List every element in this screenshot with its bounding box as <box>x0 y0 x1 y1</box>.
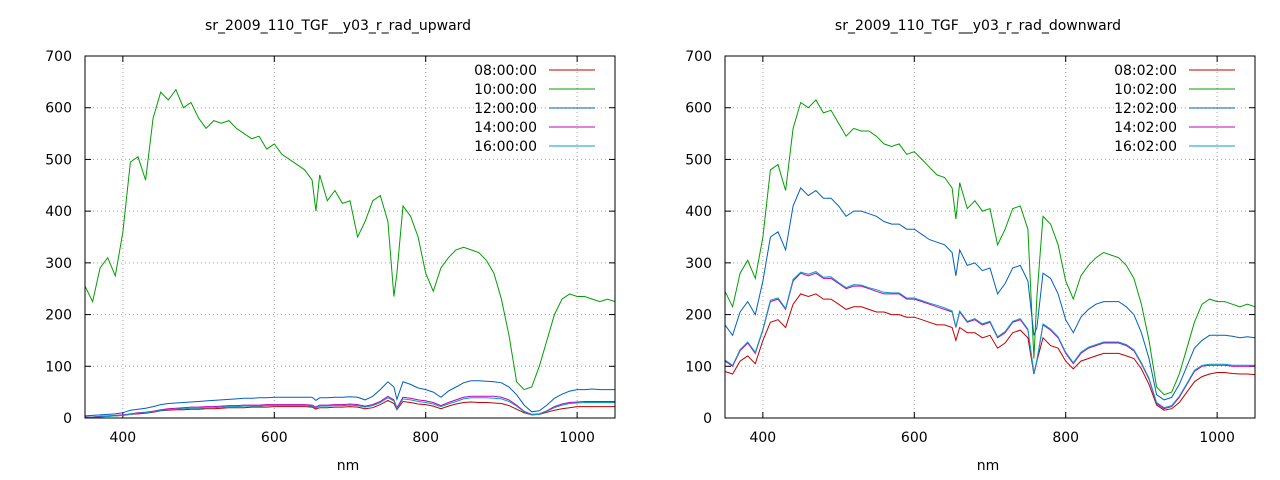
chart-downward: 0 100 200 300 400 500 600 700 400 600 800 1000 08:02… <box>685 18 1256 474</box>
y-tick-label: 600 <box>45 101 72 117</box>
series-line-16:00:00 <box>84 397 615 418</box>
y-tick-label: 100 <box>685 359 712 375</box>
y-tick-label: 700 <box>685 49 712 65</box>
x-tick-label: 1000 <box>559 430 595 446</box>
x-tick-label: 400 <box>749 430 776 446</box>
legend-label: 10:00:00 <box>474 82 537 98</box>
x-tick-label: 600 <box>901 430 928 446</box>
series-line-10:02:00 <box>724 99 1256 396</box>
series-line-12:00:00 <box>84 380 615 417</box>
legend-label: 08:02:00 <box>1114 63 1177 79</box>
legend-label: 16:00:00 <box>474 139 537 155</box>
x-axis-label: nm <box>337 458 360 474</box>
y-tick-label: 700 <box>45 49 72 65</box>
x-tick-label: 1000 <box>1199 430 1235 446</box>
plot-frame <box>84 55 616 419</box>
legend-label: 12:00:00 <box>474 101 537 117</box>
series-line-12:02:00 <box>724 187 1256 401</box>
y-tick-label: 600 <box>685 101 712 117</box>
y-tick-label: 400 <box>685 204 712 220</box>
y-tick-label: 400 <box>45 204 72 220</box>
y-tick-label: 100 <box>45 359 72 375</box>
legend-label: 08:00:00 <box>474 63 537 79</box>
x-tick-label: 800 <box>412 430 439 446</box>
plot-frame <box>724 55 1256 419</box>
y-tick-label: 300 <box>45 256 72 272</box>
series-line-08:02:00 <box>724 293 1256 411</box>
x-tick-label: 400 <box>109 430 136 446</box>
y-tick-label: 300 <box>685 256 712 272</box>
y-tick-label: 500 <box>45 152 72 168</box>
x-axis-label: nm <box>977 458 1000 474</box>
legend-label: 14:02:00 <box>1114 120 1177 136</box>
legend-label: 14:00:00 <box>474 120 537 136</box>
legend-label: 12:02:00 <box>1114 101 1177 117</box>
x-tick-label: 600 <box>261 430 288 446</box>
chart-title: sr_2009_110_TGF__y03_r_rad_downward <box>835 18 1121 34</box>
chart-upward: 0 100 200 300 400 500 600 700 400 600 800 1000 08:00… <box>45 18 616 474</box>
y-tick-label: 200 <box>45 308 72 324</box>
chart-title: sr_2009_110_TGF__y03_r_rad_upward <box>205 18 471 34</box>
y-tick-label: 0 <box>703 411 712 427</box>
y-tick-label: 0 <box>63 411 72 427</box>
series-line-16:02:00 <box>724 271 1255 409</box>
y-tick-label: 500 <box>685 152 712 168</box>
x-tick-label: 800 <box>1052 430 1079 446</box>
legend-label: 10:02:00 <box>1114 82 1177 98</box>
series-line-10:00:00 <box>84 88 616 391</box>
legend-label: 16:02:00 <box>1114 139 1177 155</box>
y-tick-label: 200 <box>685 308 712 324</box>
series-line-14:02:00 <box>724 272 1255 410</box>
